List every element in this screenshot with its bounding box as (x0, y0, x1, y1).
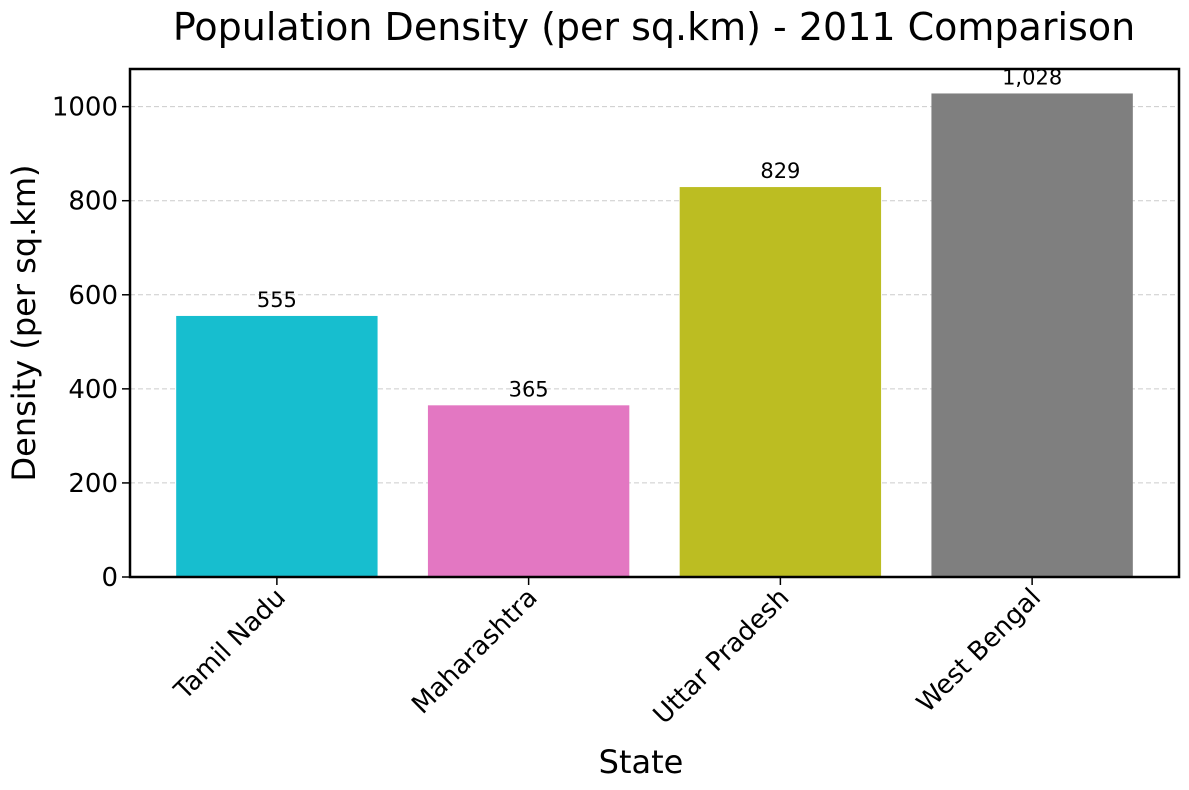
y-tick-label: 0 (101, 563, 118, 593)
bar (176, 315, 378, 577)
plot-frame (128, 67, 1181, 579)
x-axis-label: State (599, 743, 684, 781)
y-tick-label: 400 (68, 375, 118, 405)
bar-value-label: 555 (257, 288, 297, 312)
x-tick-label: West Bengal (911, 583, 1047, 719)
y-axis-ticks: 0 200 400 600 800 1000 (52, 93, 130, 593)
y-tick-label: 1000 (52, 93, 118, 123)
y-tick-label: 200 (68, 469, 118, 499)
x-tick-label: Uttar Pradesh (648, 583, 796, 731)
y-axis-label: Density (per sq.km) (5, 165, 43, 482)
y-tick-label: 800 (68, 187, 118, 217)
bar-value-label: 365 (509, 377, 549, 401)
x-tick-label: Tamil Nadu (168, 583, 292, 707)
x-axis-ticks: Tamil Nadu Maharashtra Uttar Pradesh West B… (168, 577, 1047, 730)
bar-value-label: 829 (760, 159, 800, 183)
bar (931, 93, 1133, 577)
y-tick-label: 600 (68, 281, 118, 311)
bar (427, 405, 630, 577)
chart-title: Population Density (per sq.km) - 2011 Co… (173, 5, 1135, 49)
x-tick-label: Maharashtra (406, 583, 543, 720)
bar (679, 187, 882, 577)
bars (176, 93, 1133, 577)
